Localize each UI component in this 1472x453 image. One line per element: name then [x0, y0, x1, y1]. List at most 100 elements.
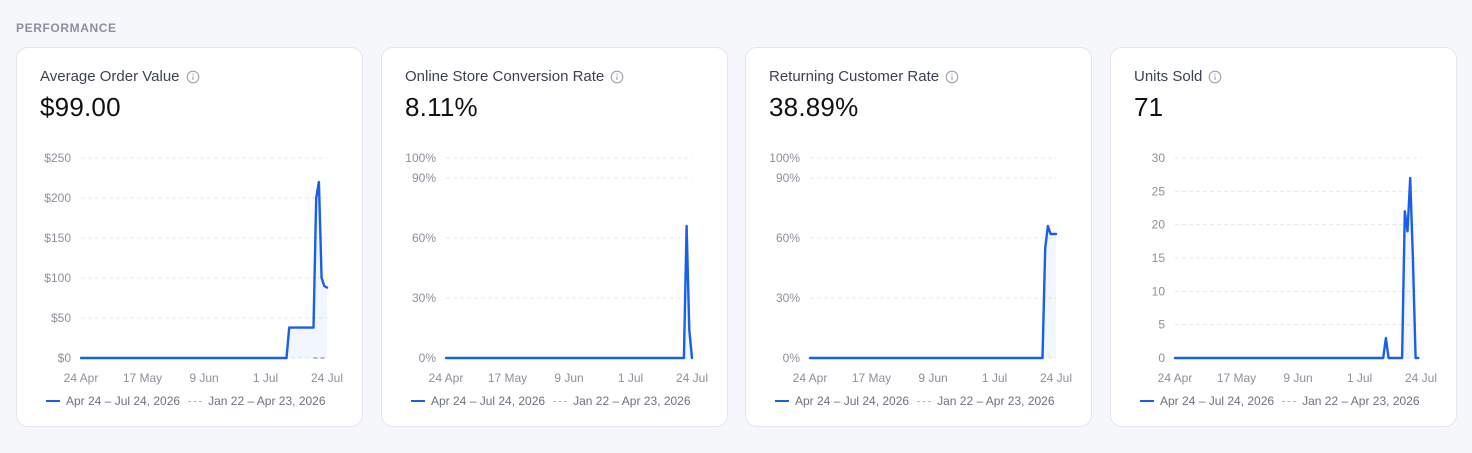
y-tick-label: 15 [1152, 251, 1166, 265]
x-tick-label: 9 Jun [918, 371, 947, 385]
legend-previous[interactable]: Jan 22 – Apr 23, 2026 [1282, 394, 1420, 408]
series-line-current[interactable] [808, 224, 1058, 360]
chart-legend: Apr 24 – Jul 24, 2026 Jan 22 – Apr 23, 2… [775, 394, 1055, 408]
chart-legend: Apr 24 – Jul 24, 2026 Jan 22 – Apr 23, 2… [411, 394, 691, 408]
y-tick-label: $200 [44, 191, 71, 205]
x-tick-label: 24 Jul [311, 371, 343, 385]
y-tick-label: 100% [405, 151, 436, 165]
x-tick-label: 17 May [123, 371, 162, 385]
line-chart: 0 5 10 15 20 25 30 24 Apr 17 May 9 Jun 1 Jul 24 Jul [1152, 151, 1437, 385]
y-tick-label: 0% [783, 351, 801, 365]
y-tick-label: $0 [58, 351, 72, 365]
y-tick-label: 30% [776, 291, 800, 305]
legend-current[interactable]: Apr 24 – Jul 24, 2026 [411, 394, 545, 408]
metric-title: Units Sold [1134, 68, 1203, 85]
x-tick-label: 24 Apr [793, 371, 828, 385]
legend-current-label: Apr 24 – Jul 24, 2026 [66, 394, 181, 408]
info-icon[interactable] [610, 70, 624, 84]
series-line-current[interactable] [1173, 176, 1420, 360]
x-tick-label: 24 Apr [1158, 371, 1193, 385]
metric-value: 71 [1134, 92, 1164, 122]
legend-previous-label: Jan 22 – Apr 23, 2026 [208, 394, 326, 408]
y-tick-label: 25 [1152, 184, 1166, 198]
section-title: PERFORMANCE [16, 21, 117, 35]
x-tick-label: 17 May [1217, 371, 1256, 385]
series-line-current[interactable] [79, 180, 329, 360]
metric-card: $0 $50 $100 $150 $200 $250 24 Apr 17 May 9 Jun 1 … [16, 47, 363, 427]
legend-solid-swatch [1140, 400, 1154, 402]
legend-current-label: Apr 24 – Jul 24, 2026 [795, 394, 910, 408]
x-tick-label: 1 Jul [982, 371, 1007, 385]
x-tick-label: 9 Jun [554, 371, 583, 385]
y-tick-label: 90% [776, 171, 800, 185]
legend-dashed-swatch [553, 400, 568, 402]
metric-card: 0% 30% 60% 90% 100% 24 Apr 17 May 9 Jun 1 Jul 24 … [381, 47, 728, 427]
y-tick-label: $50 [51, 311, 71, 325]
line-chart: $0 $50 $100 $150 $200 $250 24 Apr 17 May 9 Jun 1 … [44, 151, 343, 385]
y-tick-label: 30% [412, 291, 436, 305]
metric-title: Returning Customer Rate [769, 68, 940, 85]
info-icon[interactable] [1208, 70, 1222, 84]
legend-solid-swatch [46, 400, 60, 402]
series-area [446, 226, 692, 358]
legend-current[interactable]: Apr 24 – Jul 24, 2026 [1140, 394, 1274, 408]
legend-solid-swatch [411, 400, 425, 402]
chart-legend: Apr 24 – Jul 24, 2026 Jan 22 – Apr 23, 2… [46, 394, 326, 408]
y-tick-label: 100% [769, 151, 800, 165]
x-tick-label: 24 Jul [676, 371, 708, 385]
metric-title: Online Store Conversion Rate [405, 68, 605, 85]
legend-dashed-swatch [1282, 400, 1297, 402]
legend-previous-label: Jan 22 – Apr 23, 2026 [573, 394, 691, 408]
x-tick-label: 1 Jul [253, 371, 278, 385]
y-tick-label: 30 [1152, 151, 1166, 165]
y-tick-label: 60% [412, 231, 436, 245]
y-tick-label: $250 [44, 151, 71, 165]
x-tick-label: 24 Apr [429, 371, 464, 385]
x-tick-label: 24 Jul [1405, 371, 1437, 385]
y-tick-label: 0 [1158, 351, 1165, 365]
x-tick-label: 24 Jul [1040, 371, 1072, 385]
legend-previous[interactable]: Jan 22 – Apr 23, 2026 [188, 394, 326, 408]
metric-card: 0% 30% 60% 90% 100% 24 Apr 17 May 9 Jun 1 Jul 24 … [745, 47, 1092, 427]
series-area [81, 182, 327, 358]
x-tick-label: 9 Jun [189, 371, 218, 385]
y-tick-label: 20 [1152, 218, 1166, 232]
info-icon[interactable] [945, 70, 959, 84]
y-tick-label: 90% [412, 171, 436, 185]
y-tick-label: 60% [776, 231, 800, 245]
chart-legend: Apr 24 – Jul 24, 2026 Jan 22 – Apr 23, 2… [1140, 394, 1420, 408]
legend-previous-label: Jan 22 – Apr 23, 2026 [1302, 394, 1420, 408]
series-area [1175, 178, 1419, 358]
legend-current[interactable]: Apr 24 – Jul 24, 2026 [46, 394, 180, 408]
legend-dashed-swatch [917, 400, 932, 402]
legend-previous[interactable]: Jan 22 – Apr 23, 2026 [553, 394, 691, 408]
legend-dashed-swatch [188, 400, 203, 402]
y-tick-label: 0% [419, 351, 437, 365]
legend-previous[interactable]: Jan 22 – Apr 23, 2026 [917, 394, 1055, 408]
metric-value: 38.89% [769, 92, 859, 122]
y-tick-label: 5 [1158, 318, 1165, 332]
y-tick-label: 10 [1152, 284, 1166, 298]
x-tick-label: 1 Jul [1347, 371, 1372, 385]
metric-title: Average Order Value [40, 68, 180, 85]
line-chart: 0% 30% 60% 90% 100% 24 Apr 17 May 9 Jun 1 Jul 24 … [769, 151, 1072, 385]
y-tick-label: $150 [44, 231, 71, 245]
x-tick-label: 24 Apr [64, 371, 99, 385]
y-tick-label: $100 [44, 271, 71, 285]
x-tick-label: 17 May [488, 371, 527, 385]
series-area [810, 226, 1056, 358]
x-tick-label: 9 Jun [1283, 371, 1312, 385]
x-tick-label: 1 Jul [618, 371, 643, 385]
metric-value: $99.00 [40, 92, 121, 122]
x-tick-label: 17 May [852, 371, 891, 385]
metric-value: 8.11% [405, 92, 478, 122]
info-icon[interactable] [186, 70, 200, 84]
legend-solid-swatch [775, 400, 789, 402]
line-chart: 0% 30% 60% 90% 100% 24 Apr 17 May 9 Jun 1 Jul 24 … [405, 151, 708, 385]
legend-current[interactable]: Apr 24 – Jul 24, 2026 [775, 394, 909, 408]
legend-current-label: Apr 24 – Jul 24, 2026 [431, 394, 546, 408]
legend-previous-label: Jan 22 – Apr 23, 2026 [937, 394, 1055, 408]
legend-current-label: Apr 24 – Jul 24, 2026 [1160, 394, 1275, 408]
series-line-current[interactable] [444, 224, 694, 360]
metric-card: 0 5 10 15 20 25 30 24 Apr 17 May 9 Jun 1 Jul 24 Jul… [1110, 47, 1457, 427]
